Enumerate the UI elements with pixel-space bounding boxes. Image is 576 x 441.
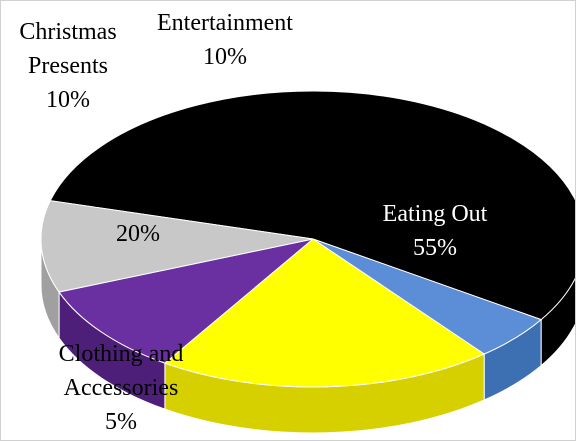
label-clothing-and-accessories: Clothing and Accessories 5% [59, 337, 184, 439]
pie-sides [40, 238, 575, 434]
pie-slice-christmas-presents [58, 238, 314, 364]
label-line: Traveling [91, 187, 185, 213]
label-line: Christmas [19, 19, 117, 45]
label-traveling: Traveling 20% [92, 183, 184, 251]
label-value: 20% [115, 221, 160, 247]
label-value: 5% [104, 409, 137, 435]
label-value: 10% [202, 44, 247, 70]
label-line: Entertainment [157, 10, 293, 36]
label-value: 10% [46, 87, 90, 113]
label-line: Accessories [63, 375, 179, 401]
label-christmas-presents: Christmas Presents 10% [19, 15, 116, 117]
label-line: Eating Out [382, 201, 488, 227]
label-eating-out: Eating Out 55% [383, 197, 488, 265]
label-value: 55% [413, 235, 457, 261]
pie-slice-traveling [163, 238, 486, 388]
pie-tops [40, 90, 575, 388]
label-line: Presents [28, 53, 108, 79]
label-line: Clothing and [58, 341, 184, 367]
pie-slice-entertainment [40, 200, 314, 293]
label-entertainment: Entertainment 10% [157, 6, 293, 74]
pie-slice-eating-out [49, 90, 575, 321]
